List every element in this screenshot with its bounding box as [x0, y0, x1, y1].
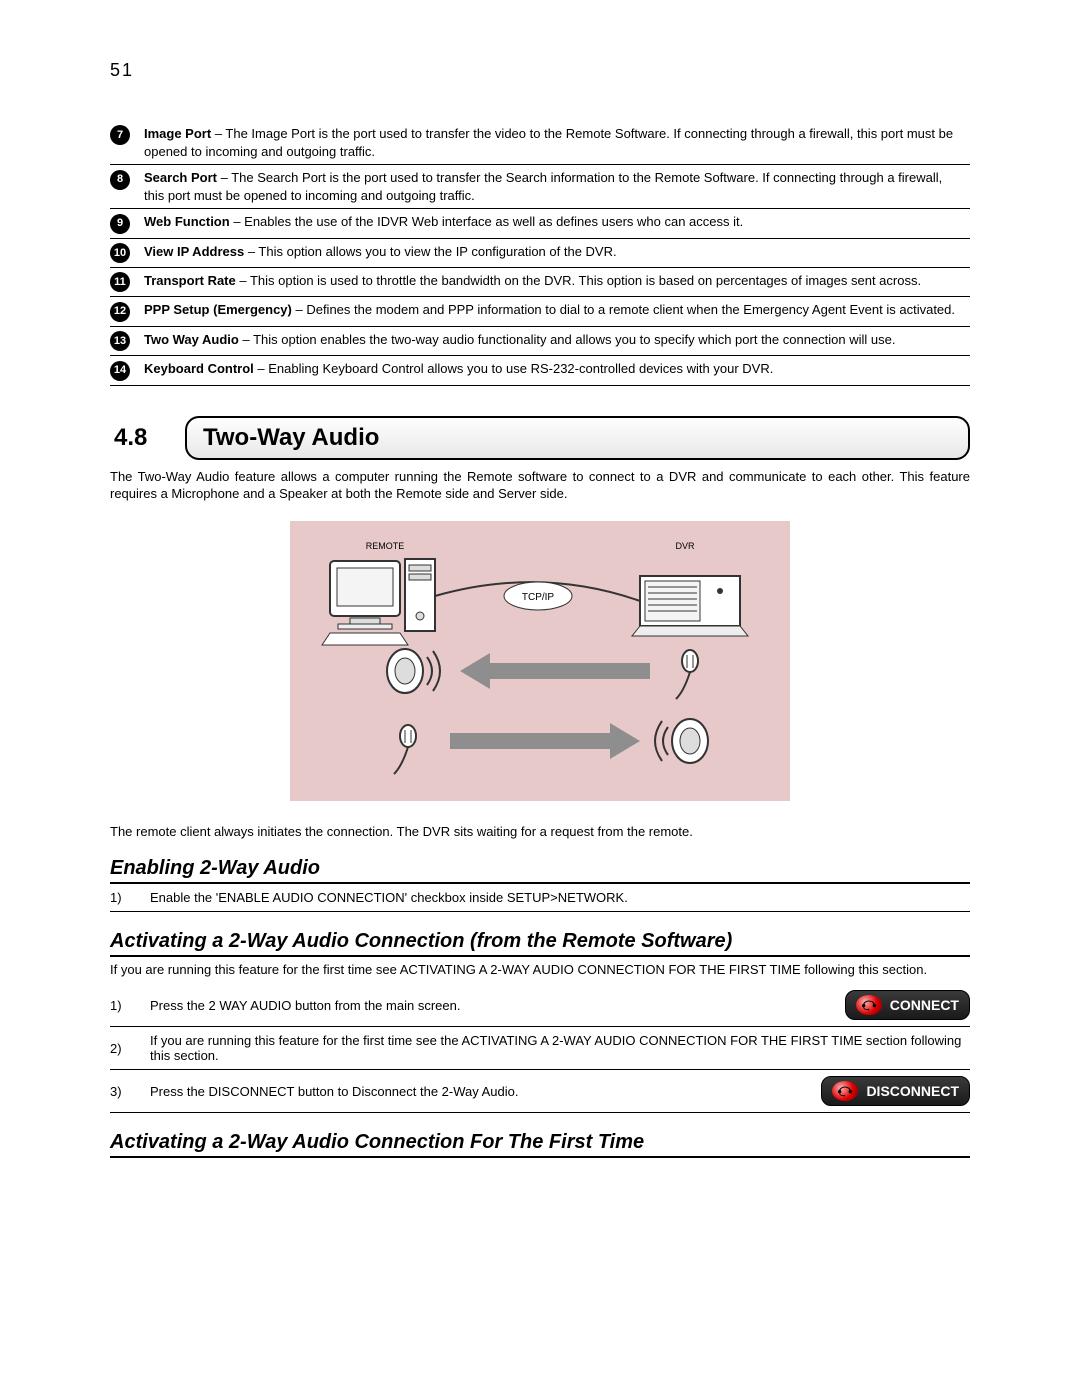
- page: 51 7 Image Port – The Image Port is the p…: [0, 0, 1080, 1397]
- two-way-audio-diagram: REMOTE DVR TCP/IP: [290, 521, 790, 806]
- connect-button-label: CONNECT: [890, 997, 959, 1013]
- definition-number-badge: 9: [110, 214, 130, 234]
- headset-icon: [856, 995, 882, 1015]
- step-number: 1): [110, 890, 140, 905]
- definition-row: 11 Transport Rate – This option is used t…: [110, 268, 970, 297]
- diagram-caption: The remote client always initiates the c…: [110, 824, 970, 839]
- definition-row: 12 PPP Setup (Emergency) – Defines the mo…: [110, 297, 970, 326]
- step-text: If you are running this feature for the …: [150, 1033, 970, 1063]
- definition-number-badge: 11: [110, 272, 130, 292]
- definition-term: Image Port: [144, 126, 211, 141]
- step-row: 1) Press the 2 WAY AUDIO button from the …: [110, 984, 970, 1027]
- subhead-activating-remote: Activating a 2-Way Audio Connection (fro…: [110, 930, 970, 957]
- definition-row: 9 Web Function – Enables the use of the I…: [110, 209, 970, 238]
- definition-term: Web Function: [144, 214, 230, 229]
- diagram-link-label: TCP/IP: [522, 592, 555, 603]
- headset-icon: [832, 1081, 858, 1101]
- definition-row: 10 View IP Address – This option allows y…: [110, 238, 970, 267]
- section-number: 4.8: [110, 416, 185, 460]
- activating-note: If you are running this feature for the …: [110, 961, 970, 979]
- definitions-table: 7 Image Port – The Image Port is the port…: [110, 121, 970, 386]
- definition-row: 7 Image Port – The Image Port is the port…: [110, 121, 970, 165]
- definition-term: Keyboard Control: [144, 361, 254, 376]
- definition-number-badge: 12: [110, 302, 130, 322]
- step-text: Press the 2 WAY AUDIO button from the ma…: [150, 998, 835, 1013]
- definition-text: – This option is used to throttle the ba…: [236, 273, 921, 288]
- definition-text: – This option allows you to view the IP …: [244, 244, 616, 259]
- section-header: 4.8 Two-Way Audio: [110, 416, 970, 460]
- definition-number-badge: 7: [110, 125, 130, 145]
- definition-text: – The Search Port is the port used to tr…: [144, 170, 942, 203]
- definition-term: View IP Address: [144, 244, 244, 259]
- definition-term: Transport Rate: [144, 273, 236, 288]
- disconnect-button[interactable]: DISCONNECT: [821, 1076, 970, 1106]
- section-title: Two-Way Audio: [185, 416, 970, 460]
- subhead-activating-first-time: Activating a 2-Way Audio Connection For …: [110, 1131, 970, 1158]
- definition-number-badge: 13: [110, 331, 130, 351]
- definition-number-badge: 8: [110, 170, 130, 190]
- step-row: 2) If you are running this feature for th…: [110, 1027, 970, 1070]
- definition-text: – This option enables the two-way audio …: [239, 332, 896, 347]
- definition-term: Two Way Audio: [144, 332, 239, 347]
- step-number: 3): [110, 1084, 140, 1099]
- subhead-enabling: Enabling 2-Way Audio: [110, 857, 970, 884]
- definition-row: 14 Keyboard Control – Enabling Keyboard C…: [110, 356, 970, 385]
- definition-text: – Defines the modem and PPP information …: [292, 302, 955, 317]
- definition-text: – The Image Port is the port used to tra…: [144, 126, 953, 159]
- step-row: 3) Press the DISCONNECT button to Disconn…: [110, 1070, 970, 1113]
- definition-number-badge: 14: [110, 361, 130, 381]
- step-row: 1) Enable the 'ENABLE AUDIO CONNECTION' c…: [110, 884, 970, 912]
- disconnect-button-label: DISCONNECT: [866, 1083, 959, 1099]
- step-number: 2): [110, 1041, 140, 1056]
- step-number: 1): [110, 998, 140, 1013]
- definition-row: 8 Search Port – The Search Port is the po…: [110, 165, 970, 209]
- step-text: Press the DISCONNECT button to Disconnec…: [150, 1084, 811, 1099]
- definition-number-badge: 10: [110, 243, 130, 263]
- definition-term: Search Port: [144, 170, 217, 185]
- definition-term: PPP Setup (Emergency): [144, 302, 292, 317]
- definition-text: – Enabling Keyboard Control allows you t…: [254, 361, 774, 376]
- step-text: Enable the 'ENABLE AUDIO CONNECTION' che…: [150, 890, 970, 905]
- definition-row: 13 Two Way Audio – This option enables th…: [110, 326, 970, 355]
- connect-button[interactable]: CONNECT: [845, 990, 970, 1020]
- definition-text: – Enables the use of the IDVR Web interf…: [230, 214, 744, 229]
- diagram-remote-label: REMOTE: [366, 541, 405, 551]
- section-intro: The Two-Way Audio feature allows a compu…: [110, 468, 970, 503]
- page-number: 51: [110, 60, 970, 81]
- diagram-dvr-label: DVR: [675, 541, 695, 551]
